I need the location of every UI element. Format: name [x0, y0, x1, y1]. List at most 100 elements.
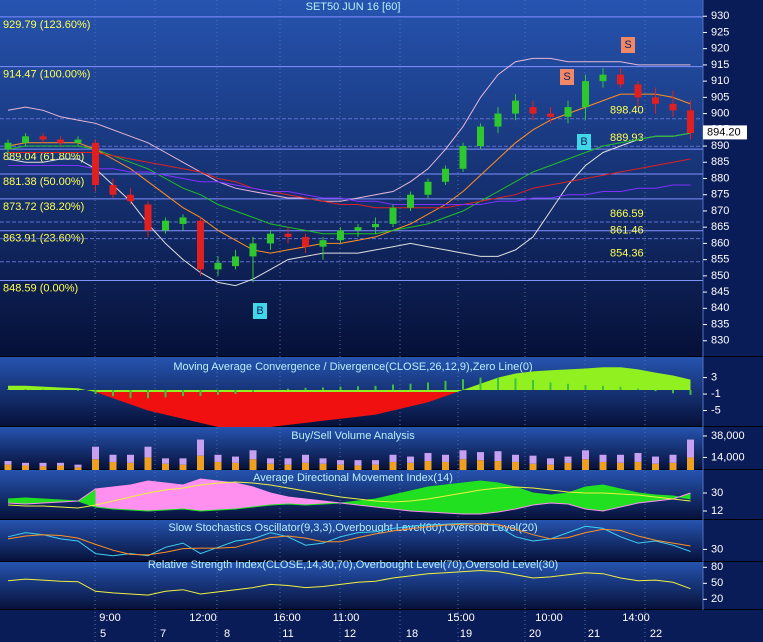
volume-bar: [424, 452, 432, 462]
fib-label: 881.38 (50.00%): [3, 176, 84, 188]
axis-background: [703, 0, 763, 357]
candle-body: [652, 97, 659, 104]
candle-body: [319, 240, 327, 247]
volume-bar: [512, 461, 519, 470]
volume-bar: [424, 461, 432, 470]
di-fill: [480, 481, 498, 514]
y-tick-label: 20: [711, 593, 723, 605]
volume-bar: [494, 451, 502, 462]
volume-bar: [92, 446, 99, 460]
volume-bar: [197, 455, 204, 470]
candle-body: [284, 233, 292, 237]
y-tick-label: 14,000: [711, 451, 745, 463]
y-tick-label: 885: [711, 156, 729, 168]
candle-body: [214, 262, 222, 270]
candle-body: [162, 220, 169, 231]
candle-body: [337, 230, 344, 241]
volume-bar: [442, 454, 449, 462]
candle-body: [669, 103, 677, 111]
y-tick-label: 850: [711, 270, 729, 282]
chart-title: SET50 JUN 16 [60]: [306, 1, 401, 13]
axis-background: [703, 562, 763, 610]
volume-bar: [319, 458, 327, 464]
macd-area-positive: [8, 367, 691, 392]
volume-bar: [74, 464, 82, 468]
y-tick-label: 930: [711, 10, 729, 22]
level-label: 861.46: [610, 225, 644, 237]
volume-bar: [652, 463, 659, 470]
adx-line: [7, 481, 691, 509]
di-fill: [550, 493, 568, 504]
candle-body: [634, 84, 642, 98]
volume-bar: [459, 459, 467, 470]
volume-bar: [127, 462, 134, 470]
volume-bar: [22, 462, 29, 466]
signal-box: [577, 134, 591, 150]
volume-bar: [582, 450, 589, 460]
candle-body: [4, 142, 12, 150]
candle-body: [302, 236, 309, 247]
volume-bar: [162, 463, 169, 470]
volume-bar: [564, 456, 572, 463]
volume-bar: [634, 461, 642, 470]
candle-body: [39, 136, 47, 140]
date-label: 18: [406, 628, 418, 640]
candle-body: [127, 194, 134, 202]
y-tick-label: 870: [711, 205, 729, 217]
y-tick-label: 875: [711, 189, 729, 201]
volume-bar: [57, 462, 64, 466]
indicator-line: [7, 523, 691, 556]
di-fill: [515, 487, 533, 509]
volume-bar: [214, 461, 222, 470]
y-tick-label: -1: [711, 388, 721, 400]
volume-bar: [459, 450, 467, 460]
candle-body: [389, 207, 397, 224]
candle-body: [232, 256, 239, 267]
volume-bar: [249, 459, 257, 470]
time-axis-background: [0, 610, 763, 642]
volume-bar: [477, 460, 484, 470]
volume-bar: [337, 464, 344, 470]
candle-body: [249, 243, 257, 257]
volume-bar: [512, 454, 519, 462]
volume-bar: [582, 459, 589, 470]
di-fill: [130, 481, 148, 511]
candle-body: [74, 139, 82, 143]
minus-di-line: [7, 478, 691, 515]
volume-bar: [267, 458, 274, 464]
volume-bar: [92, 459, 99, 470]
y-tick-label: 880: [711, 172, 729, 184]
di-fill: [428, 485, 446, 513]
di-fill: [200, 479, 218, 511]
volume-bar: [617, 462, 624, 470]
y-tick-label: 845: [711, 286, 729, 298]
volume-bar: [39, 466, 47, 470]
signal-label: B: [580, 136, 587, 148]
candle-body: [617, 74, 624, 85]
candle-body: [582, 81, 589, 108]
candle-body: [407, 194, 414, 208]
volume-bar: [669, 454, 677, 463]
axis-background: [703, 520, 763, 562]
di-fill: [585, 485, 603, 511]
panel-title: Buy/Sell Volume Analysis: [291, 430, 415, 442]
di-fill: [25, 498, 43, 504]
volume-bar: [687, 457, 694, 470]
date-label: 7: [160, 628, 166, 640]
volume-bar: [599, 461, 607, 470]
date-label: 21: [588, 628, 600, 640]
date-label: 12: [344, 628, 356, 640]
di-fill: [95, 487, 113, 509]
candle-body: [459, 146, 467, 169]
volume-bar: [144, 446, 152, 458]
volume-bar: [179, 464, 187, 470]
y-tick-label: 840: [711, 302, 729, 314]
volume-bar: [57, 465, 64, 470]
y-tick-label: -5: [711, 404, 721, 416]
indicator-line: [7, 569, 691, 596]
y-tick-label: 905: [711, 91, 729, 103]
volume-bar: [267, 463, 274, 470]
last-price-box: [703, 125, 747, 140]
date-label: 11: [282, 628, 293, 640]
